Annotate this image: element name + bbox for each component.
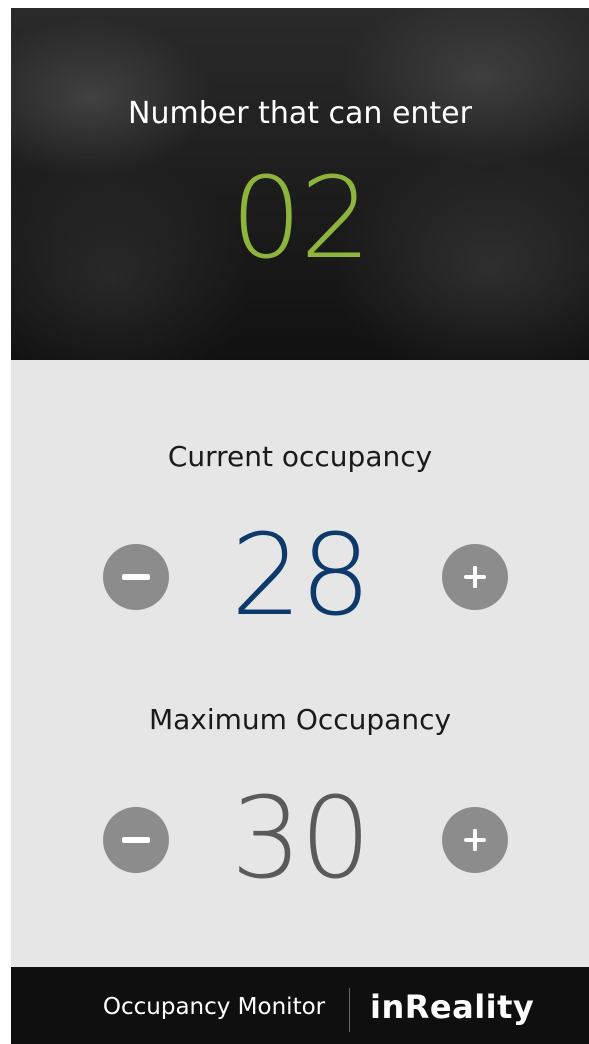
app-name: Occupancy Monitor <box>60 994 368 1020</box>
brand-logo: inReality <box>370 988 534 1026</box>
maximum-label: Maximum Occupancy <box>11 703 589 736</box>
footer-divider <box>349 988 350 1032</box>
hero-title: Number that can enter <box>11 96 589 131</box>
increase-maximum-button[interactable] <box>442 807 508 873</box>
increase-current-button[interactable] <box>442 544 508 610</box>
app: Number that can enter 02 Current occupan… <box>0 0 589 1044</box>
available-count: 02 <box>11 163 589 275</box>
current-label: Current occupancy <box>11 440 589 473</box>
